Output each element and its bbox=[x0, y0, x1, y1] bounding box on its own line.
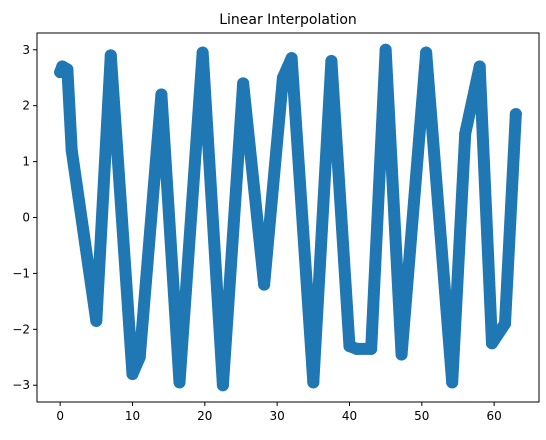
data-point bbox=[473, 60, 486, 73]
x-tick-label: 10 bbox=[125, 409, 140, 423]
x-tick-label: 40 bbox=[342, 409, 357, 423]
plot-area bbox=[54, 43, 522, 392]
data-point bbox=[509, 108, 522, 121]
x-tick-label: 30 bbox=[270, 409, 285, 423]
y-tick-label: 1 bbox=[22, 155, 30, 169]
x-tick-label: 20 bbox=[197, 409, 212, 423]
data-point bbox=[276, 71, 289, 84]
data-point bbox=[65, 144, 78, 157]
y-tick-label: 2 bbox=[22, 99, 30, 113]
data-point bbox=[126, 368, 139, 381]
data-point bbox=[61, 63, 74, 76]
y-tick-label: −2 bbox=[12, 322, 30, 336]
y-tick-label: 0 bbox=[22, 211, 30, 225]
data-point bbox=[307, 376, 320, 389]
data-point bbox=[237, 77, 250, 90]
y-tick-label: −3 bbox=[12, 378, 30, 392]
data-point bbox=[285, 52, 298, 65]
x-tick-label: 50 bbox=[414, 409, 429, 423]
data-point bbox=[459, 127, 472, 140]
data-point bbox=[485, 337, 498, 350]
data-point bbox=[350, 342, 363, 355]
data-point bbox=[499, 317, 512, 330]
data-point bbox=[446, 376, 459, 389]
data-point bbox=[173, 376, 186, 389]
data-point bbox=[104, 49, 117, 62]
data-point bbox=[133, 351, 146, 364]
y-tick-label: −1 bbox=[12, 266, 30, 280]
x-tick-label: 0 bbox=[56, 409, 64, 423]
data-point bbox=[90, 314, 103, 327]
data-point bbox=[420, 46, 433, 59]
data-point bbox=[216, 379, 229, 392]
axes: 0 10 20 30 40 50 60 −3 −2 −1 0 1 2 3 bbox=[12, 43, 501, 423]
data-point bbox=[258, 278, 271, 291]
data-point bbox=[379, 43, 392, 56]
data-point bbox=[155, 88, 168, 101]
data-point bbox=[196, 46, 209, 59]
chart-title: Linear Interpolation bbox=[219, 12, 357, 28]
data-point bbox=[365, 342, 378, 355]
data-point bbox=[395, 348, 408, 361]
x-tick-label: 60 bbox=[487, 409, 502, 423]
y-tick-label: 3 bbox=[22, 43, 30, 57]
series-line bbox=[54, 43, 522, 392]
data-point bbox=[325, 54, 338, 67]
